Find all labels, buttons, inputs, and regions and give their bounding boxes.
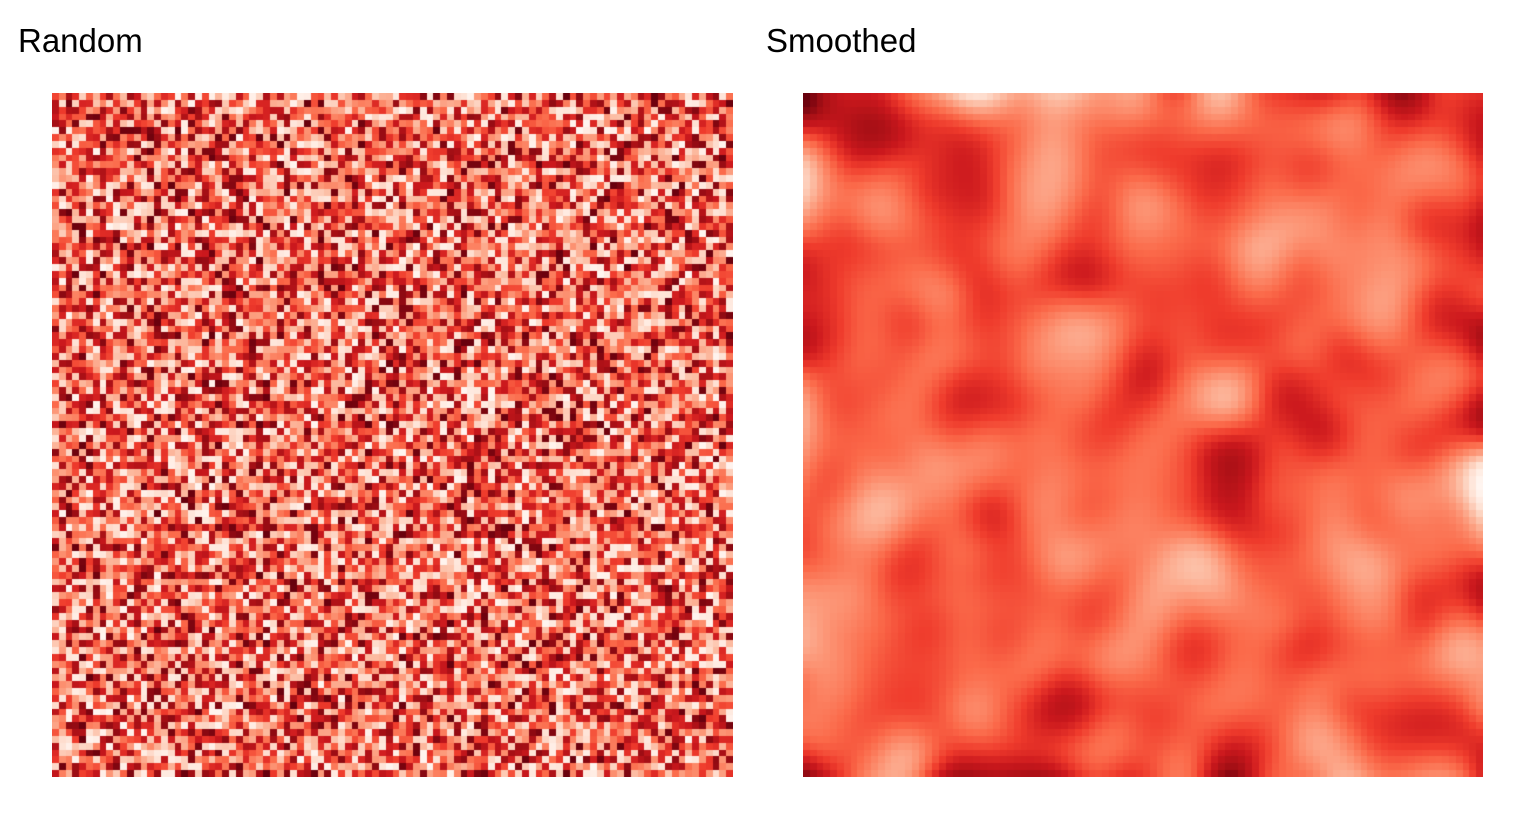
panel-title-smoothed: Smoothed (766, 22, 917, 59)
panel-title-random: Random (18, 22, 143, 59)
smoothed-heatmap-canvas (803, 93, 1483, 777)
random-heatmap-canvas (52, 93, 733, 777)
